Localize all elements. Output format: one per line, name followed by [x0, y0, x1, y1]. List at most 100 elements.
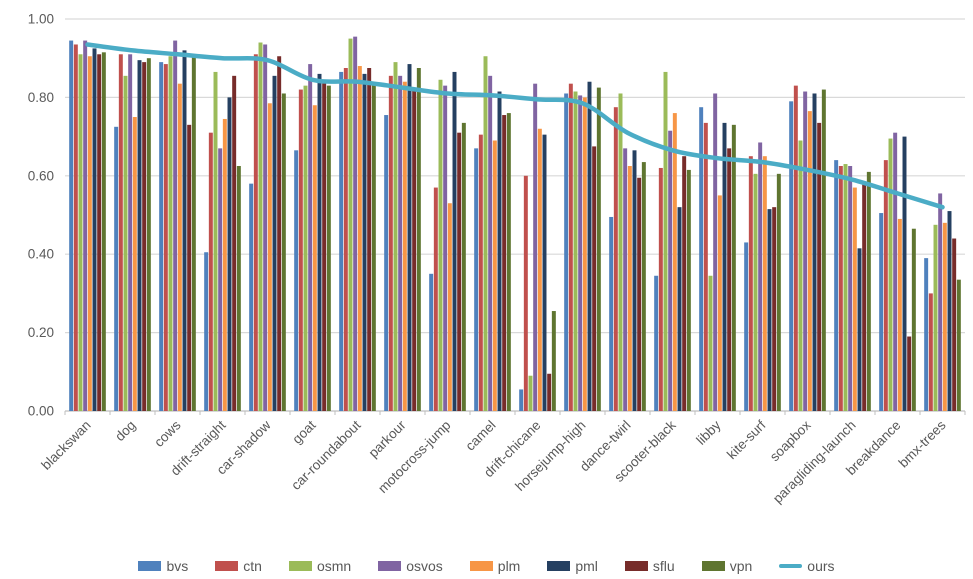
bar-pml-dance-twirl [632, 150, 637, 411]
bar-sflu-libby [727, 148, 732, 412]
x-tick-label: camel [463, 418, 499, 454]
bar-bvs-breakdance [879, 213, 884, 411]
bar-bvs-kite-surf [744, 242, 749, 411]
legend-plm-swatch [469, 561, 493, 571]
bar-vpn-soapbox [821, 89, 826, 411]
bar-osvos-libby [713, 93, 718, 411]
bar-osvos-kite-surf [758, 142, 763, 412]
bar-sflu-bmx-trees [952, 238, 957, 411]
bar-pml-motocross-jump [452, 71, 457, 412]
bar-osvos-goat [308, 64, 313, 411]
legend-item-vpn: vpn [701, 558, 753, 574]
bar-bvs-cows [159, 62, 164, 412]
bar-sflu-soapbox [817, 122, 822, 411]
bar-sflu-kite-surf [772, 207, 777, 411]
legend-label: osmn [316, 558, 352, 574]
bar-plm-cows [177, 83, 182, 412]
bar-bvs-car-roundabout [339, 71, 344, 412]
legend-item-osvos: osvos [378, 559, 443, 573]
x-tick-label: paragliding-launch [770, 418, 859, 507]
bar-vpn-motocross-jump [461, 122, 466, 411]
bar-vpn-horsejump-high [596, 87, 601, 411]
chart-legend: bvs ctn osmn osvos plm pml sflu vpn ours [0, 559, 973, 573]
bar-plm-dance-twirl [627, 166, 632, 411]
bar-osmn-goat [303, 85, 308, 411]
bar-bvs-libby [699, 107, 704, 411]
bar-osvos-breakdance [893, 132, 898, 411]
chart-plot-area: 0.00 0.20 0.40 0.60 0.80 1.00 blackswan dog cows… [28, 12, 966, 507]
bar-plm-bmx-trees [942, 222, 947, 411]
bar-ctn-scooter-black [658, 167, 663, 411]
bar-ctn-blackswan [73, 44, 78, 411]
bar-ctn-dance-twirl [613, 107, 618, 411]
legend-label: ctn [243, 558, 262, 574]
bar-pml-scooter-black [677, 207, 682, 411]
bar-osvos-scooter-black [668, 130, 673, 411]
bar-pml-libby [722, 122, 727, 411]
legend-vpn-swatch [701, 561, 725, 571]
bar-sflu-goat [322, 81, 327, 411]
bar-sflu-car-roundabout [367, 68, 372, 411]
bar-ctn-breakdance [883, 160, 888, 411]
bar-vpn-car-roundabout [371, 83, 376, 412]
legend-label: sflu [652, 558, 675, 574]
x-tick-label: libby [693, 417, 723, 447]
bar-ctn-paragliding-launch [838, 166, 843, 411]
bar-osvos-camel [488, 75, 493, 411]
bar-vpn-drift-chicane [551, 311, 556, 411]
bar-osmn-horsejump-high [573, 91, 578, 412]
bar-osmn-scooter-black [663, 71, 668, 412]
bar-plm-kite-surf [762, 156, 767, 411]
bar-osvos-paragliding-launch [848, 166, 853, 411]
bar-osmn-cows [168, 56, 173, 412]
bar-pml-paragliding-launch [857, 248, 862, 411]
bar-osmn-car-roundabout [348, 38, 353, 411]
bar-plm-soapbox [807, 111, 812, 412]
bar-bvs-soapbox [789, 101, 794, 411]
bar-osmn-dance-twirl [618, 93, 623, 411]
bar-ctn-kite-surf [748, 156, 753, 411]
bar-sflu-drift-chicane [547, 373, 552, 411]
bar-osmn-breakdance [888, 138, 893, 411]
x-tick-label: parkour [366, 417, 409, 460]
bar-vpn-car-shadow [281, 93, 286, 411]
legend-label: bvs [166, 558, 189, 574]
legend-label: osvos [406, 558, 443, 574]
y-tick-label: 1.00 [28, 12, 54, 27]
bar-ctn-horsejump-high [568, 83, 573, 412]
bar-ctn-dog [118, 54, 123, 411]
bar-vpn-breakdance [911, 228, 916, 411]
bar-bvs-scooter-black [654, 275, 659, 411]
y-tick-label: 0.20 [28, 325, 54, 340]
bar-plm-parkour [402, 81, 407, 411]
bar-bvs-bmx-trees [924, 258, 929, 411]
bar-pml-soapbox [812, 93, 817, 411]
legend-label: vpn [729, 558, 753, 574]
bar-vpn-bmx-trees [956, 279, 961, 411]
bar-pml-cows [182, 50, 187, 412]
bar-pml-parkour [407, 64, 412, 411]
bar-vpn-libby [731, 124, 736, 411]
bar-sflu-car-shadow [277, 56, 282, 412]
bar-vpn-goat [326, 85, 331, 411]
bar-pml-drift-chicane [542, 134, 547, 411]
legend-item-ours: ours [779, 559, 835, 573]
bar-osvos-horsejump-high [578, 95, 583, 411]
bar-pml-dog [137, 60, 142, 411]
y-tick-label: 0.00 [28, 404, 54, 419]
legend-osvos-swatch [378, 561, 402, 571]
bar-osvos-bmx-trees [938, 193, 943, 411]
bar-osmn-soapbox [798, 140, 803, 411]
legend-bvs-swatch [138, 561, 162, 571]
legend-ctn-swatch [215, 561, 239, 571]
legend-label: pml [575, 558, 598, 574]
bar-bvs-car-shadow [249, 183, 254, 411]
bar-osmn-paragliding-launch [843, 164, 848, 411]
bar-bvs-parkour [384, 115, 389, 411]
bar-sflu-dog [142, 62, 147, 412]
bar-pml-camel [497, 91, 502, 412]
bar-osmn-drift-chicane [528, 375, 533, 411]
bar-osvos-dog [128, 54, 133, 411]
bar-bvs-drift-straight [204, 252, 209, 411]
bar-vpn-kite-surf [776, 173, 781, 411]
